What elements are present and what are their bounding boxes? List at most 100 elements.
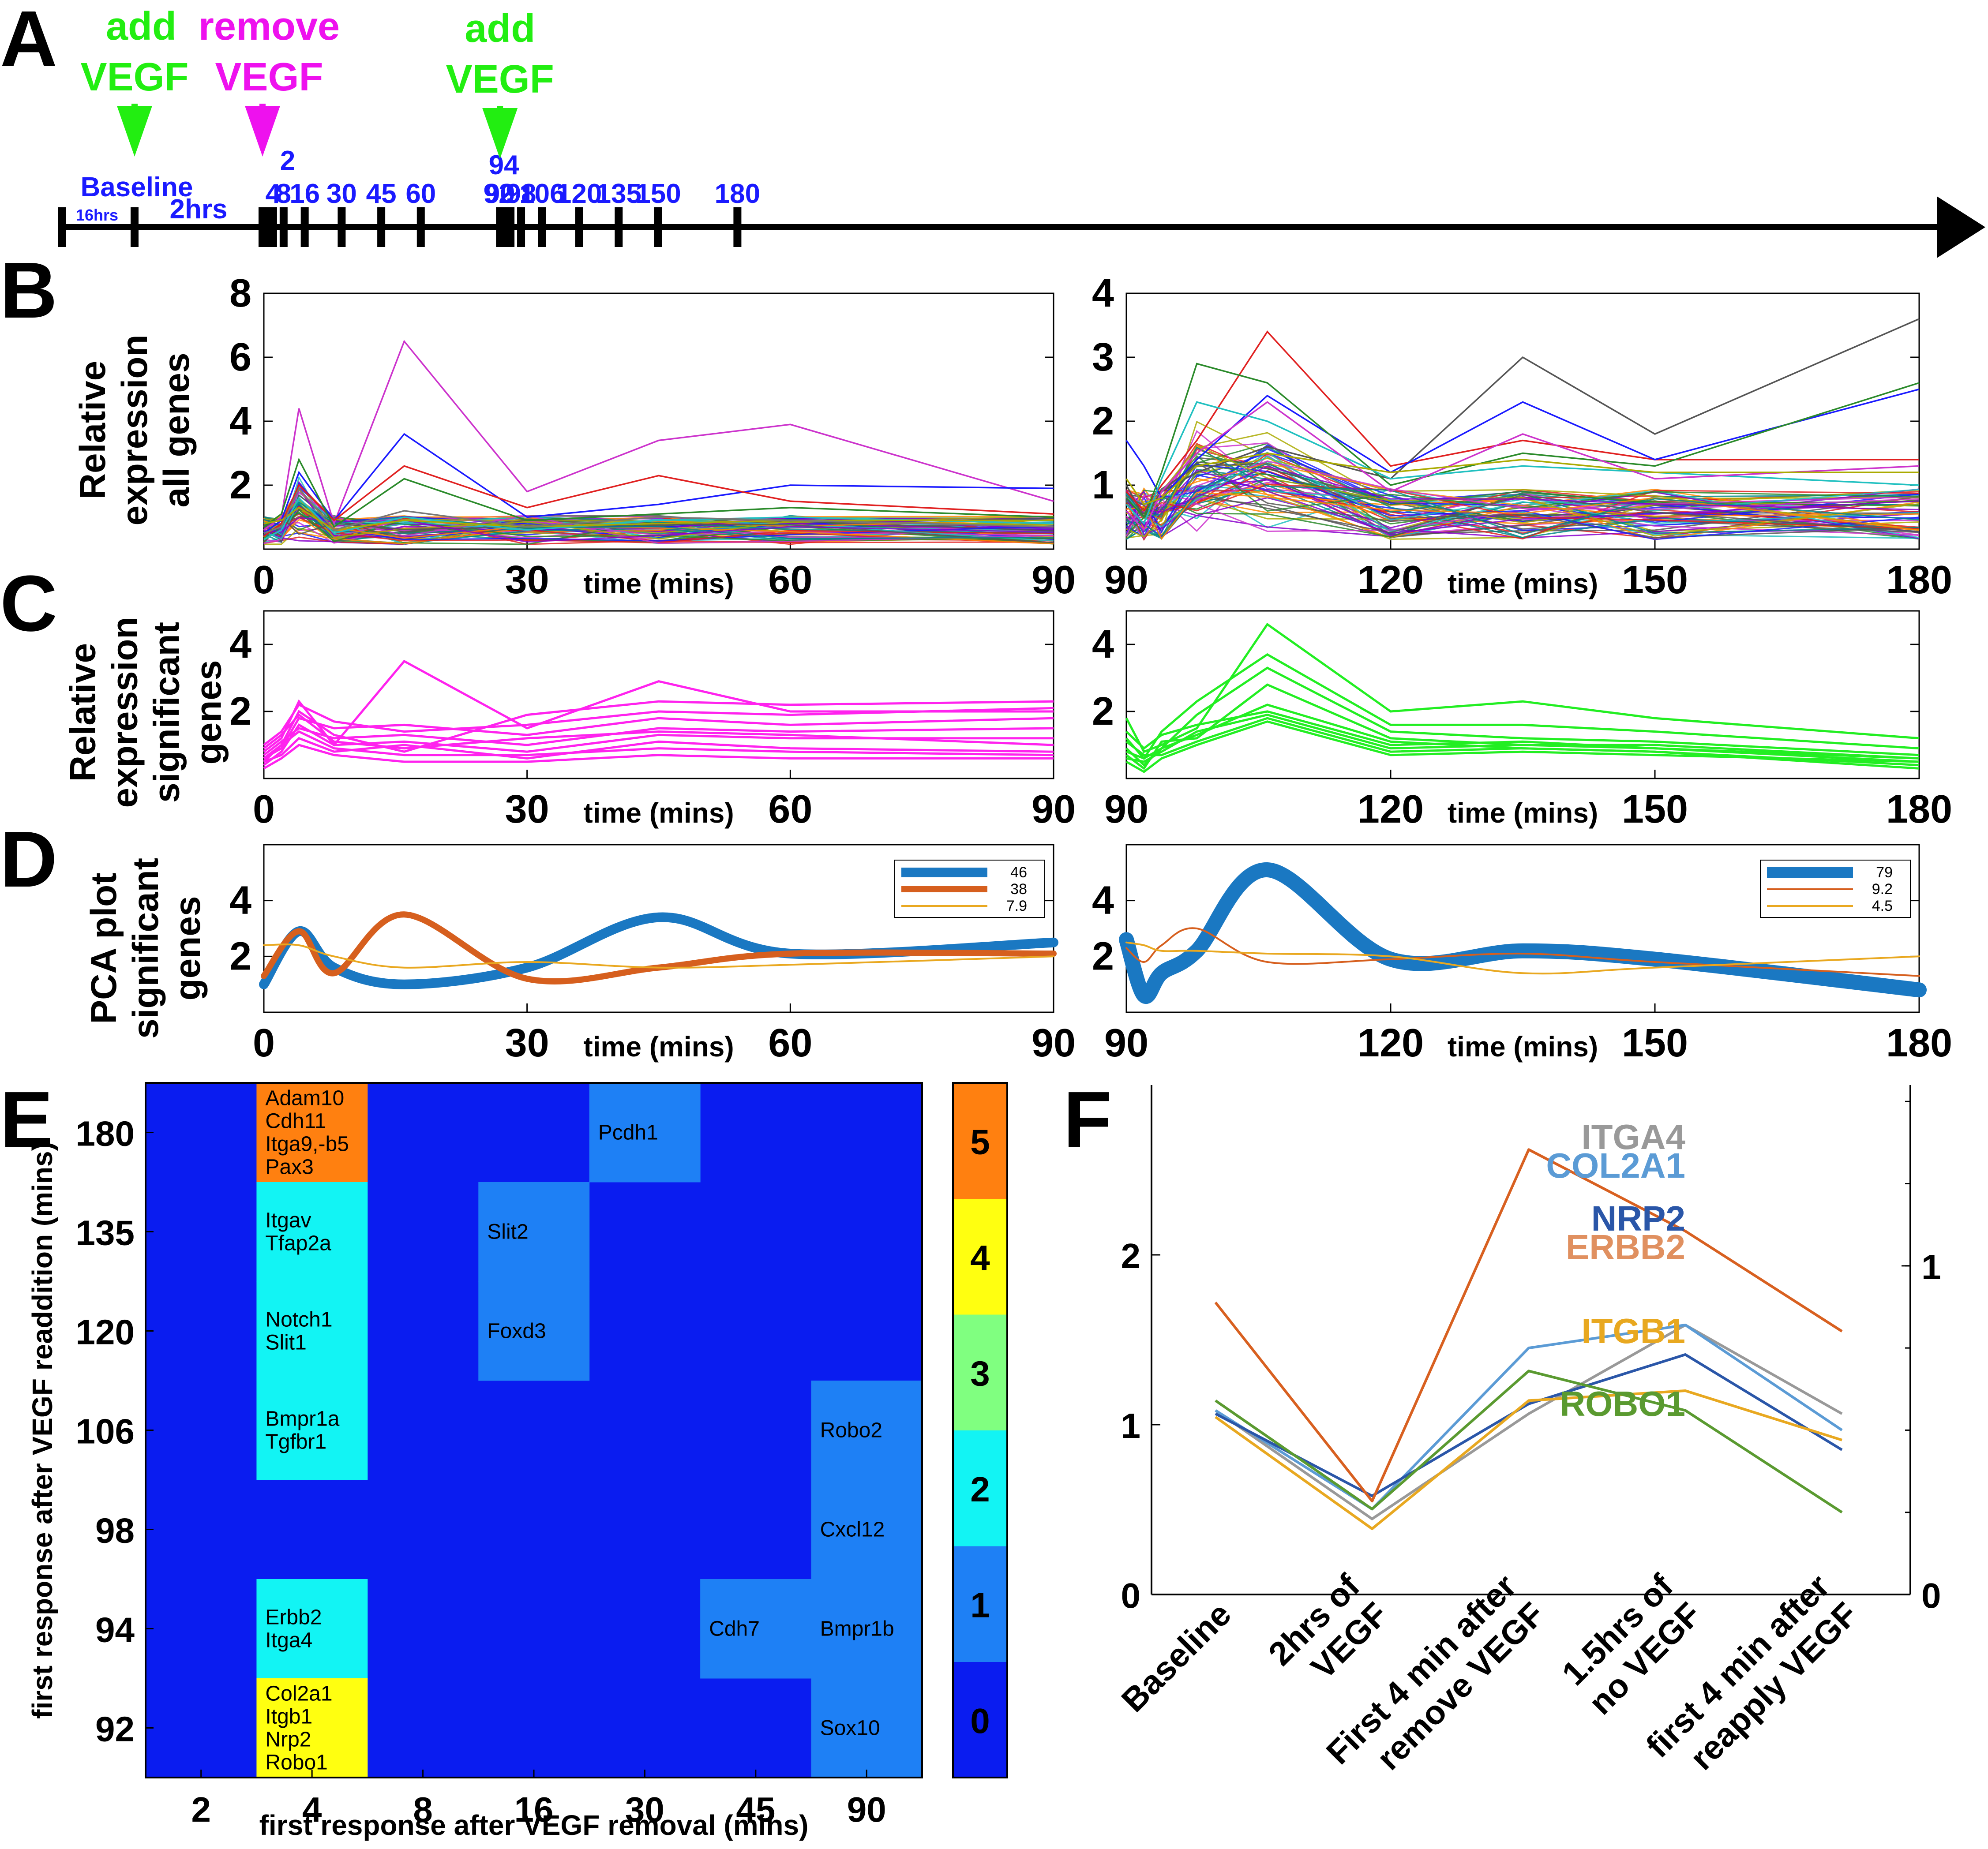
timeline-tick-label: 45	[366, 179, 397, 209]
significant-gene-line	[1126, 714, 1920, 763]
timeline-2hrs-label: 2hrs	[170, 194, 228, 225]
colorbar-segment	[953, 1546, 1007, 1662]
expression-line	[263, 457, 1054, 528]
x-tick-label: 150	[1622, 558, 1688, 602]
row-label-d: PCA plot significant genes	[84, 858, 208, 1039]
pca-component-line	[1125, 941, 1920, 975]
heatmap-gene-label: Erbb2	[265, 1606, 322, 1629]
f-left-tick-label: 0	[1121, 1576, 1141, 1615]
x-tick-label: 90	[1104, 1021, 1148, 1065]
y-tick-label: 2	[1092, 934, 1114, 978]
y-tick-label: 6	[229, 335, 251, 379]
pca-legend-label: 4.5	[1872, 898, 1893, 914]
f-series-label: ROBO1	[1560, 1384, 1686, 1423]
heatmap-gene-label: Bmpr1a	[265, 1407, 339, 1431]
colorbar-label: 2	[970, 1470, 990, 1509]
colorbar-label: 0	[970, 1701, 990, 1740]
significant-gene-line	[1125, 720, 1920, 773]
heatmap-x-tick-label: 45	[736, 1790, 775, 1829]
heatmap-cell	[811, 1678, 923, 1778]
panel-letter-d: D	[0, 815, 57, 904]
timeline-baseline-label: Baseline	[80, 172, 193, 202]
row-label-line: expression	[105, 617, 145, 808]
f-series-line	[1215, 1324, 1843, 1520]
expression-line	[1125, 401, 1920, 531]
add1-event-label: VEGF	[80, 55, 188, 99]
expression-line	[1125, 444, 1920, 537]
significant-gene-line	[263, 700, 1054, 763]
remove-event-label: VEGF	[215, 55, 323, 99]
heatmap-gene-label: Itgb1	[265, 1705, 312, 1729]
heatmap-x-tick-label: 90	[847, 1790, 886, 1829]
heatmap-cell	[478, 1182, 590, 1282]
significant-gene-line	[1125, 710, 1920, 763]
expression-line	[263, 433, 1054, 534]
f-series-label: NRP2	[1591, 1199, 1685, 1238]
pca-legend-label: 9.2	[1872, 881, 1893, 898]
timeline-tick-label: 8	[276, 179, 291, 209]
expression-line	[1126, 457, 1920, 538]
pca-legend-label: 46	[1010, 864, 1027, 881]
d-left-plot-frame	[263, 844, 1054, 1013]
x-tick-label: 120	[1358, 787, 1424, 831]
colorbar-segment	[953, 1083, 1007, 1199]
significant-gene-line	[263, 737, 1054, 763]
pca-legend-label: 7.9	[1006, 898, 1027, 914]
timeline-tick-label: 92	[484, 179, 514, 209]
x-tick-label: 120	[1358, 1021, 1424, 1065]
x-tick-label: 0	[253, 1021, 275, 1065]
heatmap-cell	[811, 1579, 923, 1679]
row-label-line: genes	[189, 660, 229, 765]
row-label-line: significant	[147, 622, 187, 803]
f-series-line	[1214, 1148, 1843, 1503]
x-tick-label: 0	[253, 787, 275, 831]
heatmap-y-tick-label: 135	[76, 1213, 135, 1253]
row-label-line: all genes	[157, 353, 197, 508]
expression-line	[263, 506, 1054, 531]
heatmap-cell	[256, 1182, 368, 1282]
heatmap-cell	[811, 1480, 923, 1580]
timeline-tick-label: 60	[405, 179, 436, 209]
colorbar-segment	[953, 1662, 1007, 1778]
x-tick-label: 30	[505, 558, 549, 602]
heatmap-gene-label: Slit2	[487, 1220, 528, 1244]
row-label-line: significant	[126, 858, 166, 1039]
expression-line	[263, 497, 1054, 540]
heatmap-y-tick-label: 120	[76, 1313, 135, 1352]
row-label-line: Relative	[63, 643, 103, 782]
colorbar-label: 4	[970, 1238, 990, 1277]
heatmap-cell	[811, 1381, 923, 1480]
expression-line	[263, 487, 1054, 534]
x-axis-label: time (mins)	[1448, 568, 1598, 599]
timeline-tick-label: 180	[715, 179, 760, 209]
expression-line	[263, 488, 1054, 545]
timeline-tick-label: 90	[485, 179, 515, 209]
heatmap-gene-label: Notch1	[265, 1308, 332, 1332]
b-left-plot-frame	[263, 292, 1054, 550]
heatmap-gene-label: Itgav	[265, 1209, 311, 1232]
significant-gene-line	[263, 723, 1054, 766]
row-label-line: PCA plot	[84, 872, 124, 1024]
expression-line	[1125, 465, 1920, 530]
heatmap-gene-label: Bmpr1b	[820, 1617, 894, 1641]
pca-component-line	[261, 911, 1057, 985]
f-series-line	[1215, 1324, 1843, 1511]
colorbar-segment	[953, 1314, 1007, 1430]
pca-component-line	[1119, 862, 1927, 1004]
heatmap-gene-label: Cxcl12	[820, 1518, 885, 1542]
pca-component-line	[263, 943, 1054, 969]
heatmap-gene-label: Tgfbr1	[265, 1430, 326, 1454]
timeline-tick-label: 135	[596, 179, 641, 209]
heatmap-gene-label: Robo1	[265, 1751, 327, 1774]
significant-gene-line	[263, 713, 1054, 750]
heatmap-gene-label: Slit1	[265, 1331, 306, 1355]
x-axis-label: time (mins)	[1448, 797, 1598, 829]
y-tick-label: 8	[229, 271, 251, 315]
expression-line	[1125, 452, 1919, 505]
heatmap-gene-label: Foxd3	[487, 1320, 546, 1343]
colorbar-frame	[952, 1082, 1008, 1778]
f-series-label: ITGB1	[1581, 1311, 1685, 1351]
y-tick-label: 1	[1092, 463, 1114, 507]
heatmap-gene-label: Itga9,-b5	[265, 1133, 349, 1156]
